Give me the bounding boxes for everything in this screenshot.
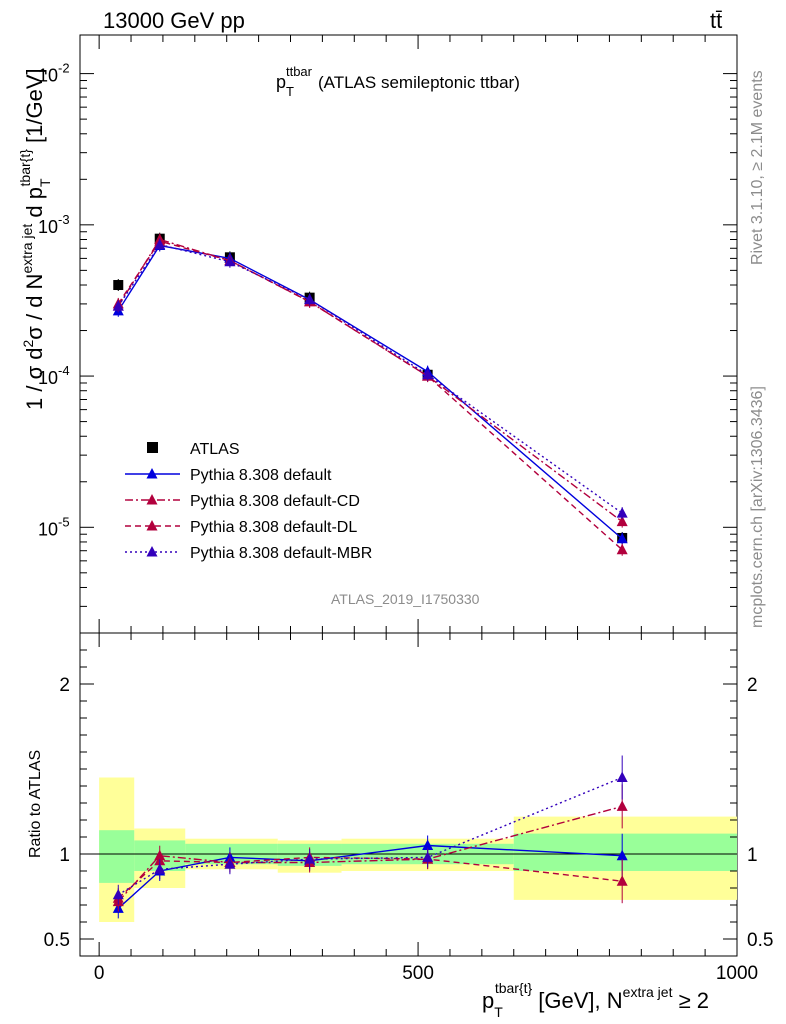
analysis-watermark: ATLAS_2019_I1750330	[331, 591, 480, 607]
data-point	[304, 293, 316, 305]
ratio-x-tick-label: 1000	[716, 963, 758, 984]
data-point	[422, 368, 434, 380]
legend-marker	[146, 520, 158, 531]
mcplots-label: mcplots.cern.ch [arXiv:1306.3436]	[749, 386, 766, 628]
ratio-series-line	[117, 776, 623, 896]
ratio-y-tick-label: 1	[59, 845, 70, 866]
ratio-point	[422, 851, 434, 862]
stat-band	[99, 830, 135, 883]
main-ylabel: 1 / σ d2σ / d Nextra jet d pTtbar{t} [1/…	[17, 68, 53, 410]
series-line	[117, 243, 623, 514]
data-point	[224, 255, 236, 267]
data-point	[112, 300, 124, 311]
ratio-series-line	[117, 844, 623, 909]
ratio-y-tick-label: 0.5	[44, 930, 70, 951]
data-point	[154, 238, 166, 250]
ratio-xlabel: pTtbar{t} [GeV], Nextra jet ≥ 2	[482, 980, 709, 1020]
legend-label: Pythia 8.308 default	[190, 467, 332, 484]
ratio-point	[154, 863, 166, 874]
ratio-ylabel: Ratio to ATLAS	[27, 750, 44, 858]
process-label: tt̄	[710, 8, 722, 33]
ratio-plot-area	[80, 755, 737, 922]
ratio-point	[616, 849, 628, 861]
ratio-y-tick-label: 2	[747, 675, 758, 696]
main-title: pTttbar (ATLAS semileptonic ttbar)	[276, 64, 520, 99]
ratio-panel-frame	[79, 632, 738, 957]
data-point	[616, 507, 628, 518]
legend-marker	[146, 494, 158, 505]
main-title-sup: ttbar	[286, 64, 313, 79]
ratio-point	[616, 875, 628, 886]
ratio-point	[616, 771, 628, 782]
legend-label: ATLAS	[190, 441, 240, 458]
legend-label: Pythia 8.308 default-CD	[190, 493, 360, 510]
ratio-series-line	[117, 856, 623, 899]
ratio-point	[304, 853, 316, 864]
beam-label: 13000 GeV pp	[103, 8, 245, 33]
legend-marker	[147, 442, 158, 453]
legend-marker	[146, 546, 158, 557]
rivet-label: Rivet 3.1.10, ≥ 2.1M events	[749, 70, 766, 265]
ratio-series-line	[117, 805, 623, 903]
main-title-rest: (ATLAS semileptonic ttbar)	[318, 73, 520, 92]
data-point	[113, 280, 124, 291]
ratio-point	[224, 858, 236, 869]
data-point	[616, 543, 628, 555]
ratio-point	[112, 888, 124, 900]
legend-marker	[146, 468, 158, 479]
main-title-sub: T	[286, 84, 294, 99]
data-point	[616, 515, 628, 527]
legend: ATLAS Pythia 8.308 default Pythia 8.308 de…	[125, 441, 372, 562]
legend-label: Pythia 8.308 default-DL	[190, 519, 357, 536]
ratio-y-tick-label: 2	[59, 675, 70, 696]
main-title-p: p	[276, 72, 286, 92]
ratio-point	[616, 800, 628, 811]
main-plot-area	[112, 232, 628, 556]
ratio-point	[422, 839, 434, 850]
ratio-x-tick-label: 500	[402, 963, 434, 984]
ratio-y-tick-label: 1	[747, 845, 758, 866]
ratio-axis-ticks: 0.5 0.5 1 1 2 2 0 500 1000	[44, 632, 773, 984]
main-panel-frame	[79, 34, 738, 634]
y-tick-label: 10-5	[38, 514, 70, 539]
data-point	[616, 532, 628, 544]
ratio-y-tick-label: 0.5	[747, 930, 773, 951]
legend-label: Pythia 8.308 default-MBR	[190, 545, 372, 562]
main-axis-ticks: 10-510-410-310-2	[38, 35, 738, 634]
ratio-x-tick-label: 0	[94, 963, 105, 984]
